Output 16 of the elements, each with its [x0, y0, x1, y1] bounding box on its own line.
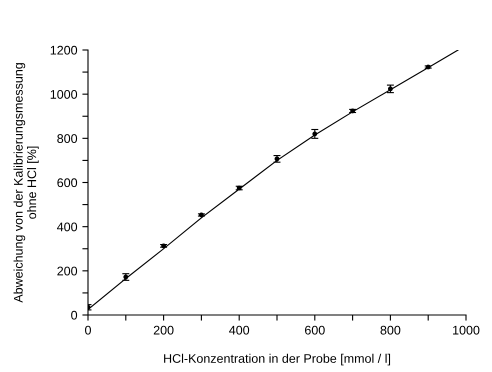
y-axis-title: Abweichung von der Kalibrierungsmessung ohne HCl [%]	[14, 63, 39, 303]
y-tick-label: 800	[57, 134, 78, 143]
line-series	[88, 50, 459, 310]
y-tick-label: 400	[57, 222, 78, 232]
y-tick-label: 0	[71, 310, 78, 320]
y-tick-label: 1200	[50, 46, 78, 55]
x-tick-label: 1000	[453, 326, 480, 335]
x-axis-title: HCl-Konzentration in der Probe [mmol / l]	[164, 354, 390, 366]
y-tick-label: 200	[57, 266, 78, 276]
x-tick-label: 0	[85, 326, 91, 335]
x-tick-label: 600	[305, 326, 325, 335]
y-tick-label: 600	[57, 178, 78, 188]
y-tick-label: 1000	[50, 90, 78, 99]
x-tick-label: 800	[380, 326, 400, 335]
x-tick-label: 400	[229, 326, 250, 335]
x-tick-label: 200	[154, 326, 174, 335]
